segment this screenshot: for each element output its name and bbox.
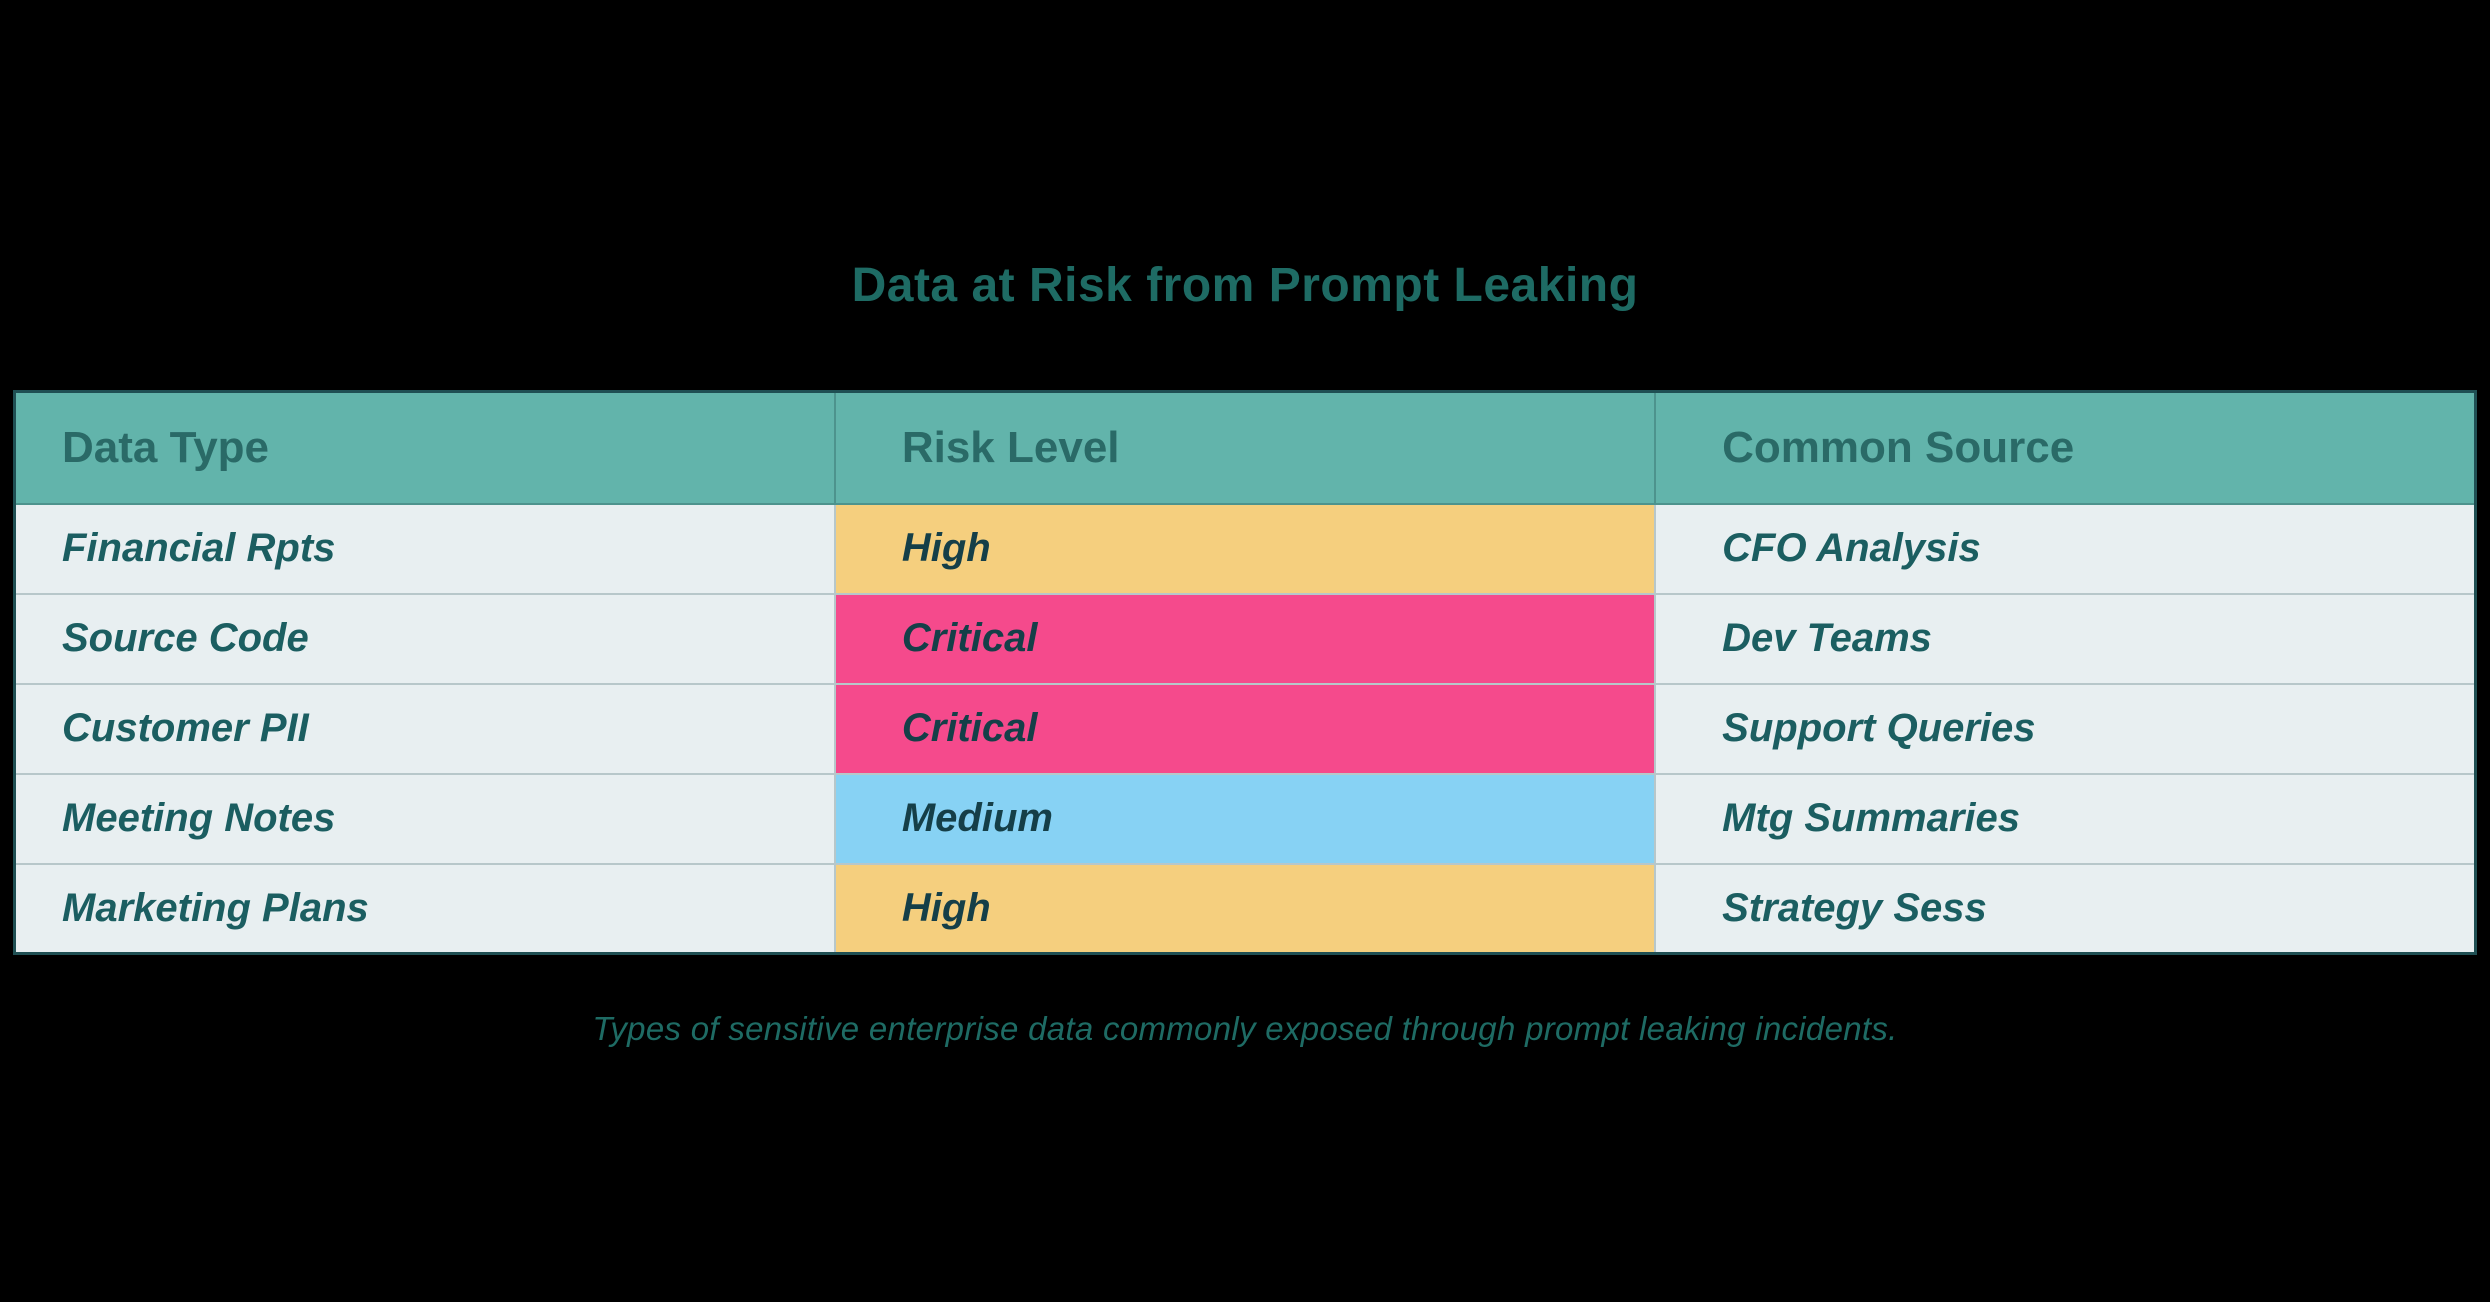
- table-row: Customer PII Critical Support Queries: [13, 682, 2477, 775]
- risk-table: Data Type Risk Level Common Source Finan…: [13, 390, 2477, 955]
- risk-level-cell: Critical: [833, 682, 1657, 775]
- column-header-data-type: Data Type: [13, 390, 836, 505]
- table-body: Financial Rpts High CFO Analysis Source …: [13, 502, 2477, 955]
- common-source-cell: Strategy Sess: [1654, 862, 2477, 955]
- common-source-cell: Mtg Summaries: [1654, 772, 2477, 865]
- caption: Types of sensitive enterprise data commo…: [592, 1010, 1898, 1047]
- table-row: Source Code Critical Dev Teams: [13, 592, 2477, 685]
- data-type-cell: Source Code: [13, 592, 836, 685]
- column-header-common-source: Common Source: [1654, 390, 2477, 505]
- column-header-risk-level: Risk Level: [833, 390, 1657, 505]
- data-type-cell: Customer PII: [13, 682, 836, 775]
- header-row: Data Type Risk Level Common Source: [13, 390, 2477, 505]
- table-row: Meeting Notes Medium Mtg Summaries: [13, 772, 2477, 865]
- risk-level-cell: Critical: [833, 592, 1657, 685]
- risk-level-cell: Medium: [833, 772, 1657, 865]
- common-source-cell: Dev Teams: [1654, 592, 2477, 685]
- data-type-cell: Meeting Notes: [13, 772, 836, 865]
- table-row: Marketing Plans High Strategy Sess: [13, 862, 2477, 955]
- risk-level-cell: High: [833, 502, 1657, 595]
- data-type-cell: Financial Rpts: [13, 502, 836, 595]
- common-source-cell: Support Queries: [1654, 682, 2477, 775]
- page-title: Data at Risk from Prompt Leaking: [851, 259, 1639, 312]
- table-header: Data Type Risk Level Common Source: [13, 390, 2477, 505]
- common-source-cell: CFO Analysis: [1654, 502, 2477, 595]
- table-row: Financial Rpts High CFO Analysis: [13, 502, 2477, 595]
- data-type-cell: Marketing Plans: [13, 862, 836, 955]
- risk-level-cell: High: [833, 862, 1657, 955]
